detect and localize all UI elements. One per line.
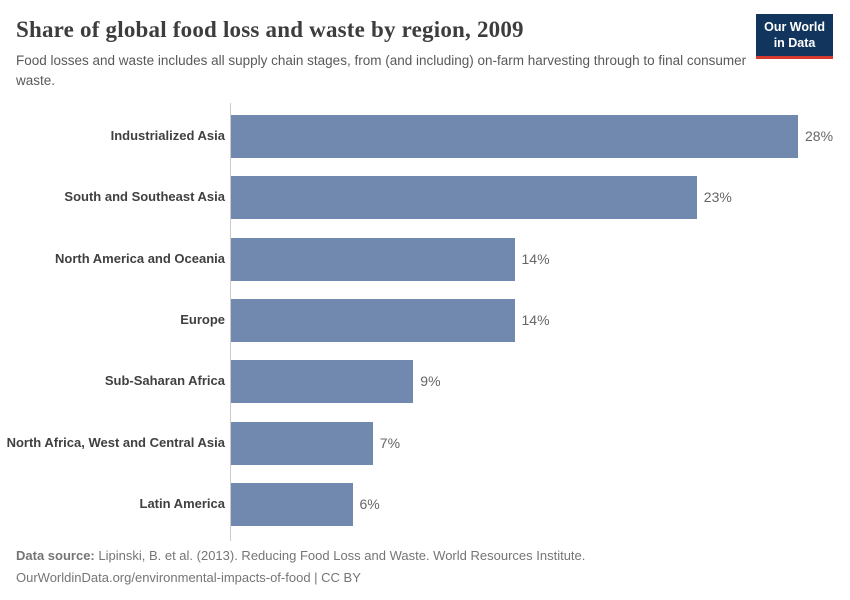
chart-footer: Data source: Lipinski, B. et al. (2013).… [16, 546, 834, 589]
chart-header: Share of global food loss and waste by r… [0, 0, 850, 91]
bar-row: Europe 14% [0, 298, 850, 360]
bar[interactable] [231, 115, 798, 159]
value-label: 7% [379, 434, 401, 451]
y-axis-line [230, 103, 231, 542]
chart-subtitle: Food losses and waste includes all suppl… [16, 52, 747, 88]
bar-chart: Industrialized Asia 28% South and Southeas… [0, 103, 850, 543]
attribution-line: OurWorldinData.org/environmental-impacts… [16, 569, 361, 585]
value-label: 14% [521, 311, 550, 328]
bar-row: Sub-Saharan Africa 9% [0, 360, 850, 421]
bar[interactable] [231, 237, 515, 281]
owid-logo-line1: Our World [764, 20, 825, 34]
category-label: Sub-Saharan Africa [104, 373, 225, 389]
bar-row: South and Southeast Asia 23% [0, 176, 850, 237]
value-label: 28% [805, 128, 834, 145]
data-source-label: Data source: [16, 548, 95, 563]
category-label: North Africa, West and Central Asia [6, 434, 225, 450]
category-label: Industrialized Asia [110, 128, 225, 144]
bar[interactable] [231, 360, 414, 404]
value-label: 23% [703, 189, 732, 206]
value-label: 14% [521, 250, 550, 267]
owid-logo-line2: in Data [773, 36, 816, 51]
bar-rows: Industrialized Asia 28% South and Southeas… [0, 115, 850, 544]
bar-row: Latin America 6% [0, 482, 850, 544]
category-label: South and Southeast Asia [64, 189, 225, 205]
value-label: 6% [359, 495, 380, 512]
chart-title: Share of global food loss and waste by r… [16, 17, 524, 42]
bar[interactable] [231, 482, 353, 526]
bar[interactable] [231, 298, 515, 342]
bar-row: North America and Oceania 14% [0, 237, 850, 299]
bar[interactable] [231, 176, 697, 220]
category-label: Europe [180, 312, 225, 328]
category-label: North America and Oceania [54, 250, 225, 266]
value-label: 9% [420, 373, 441, 390]
category-label: Latin America [139, 495, 226, 511]
data-source-line: Data source: Lipinski, B. et al. (2013).… [16, 546, 834, 567]
data-source-text: Lipinski, B. et al. (2013). Reducing Foo… [94, 548, 586, 563]
bar-row: Industrialized Asia 28% [0, 115, 850, 176]
bar-row: North Africa, West and Central Asia 7% [0, 421, 850, 483]
owid-logo[interactable]: Our World in Data [756, 14, 833, 59]
bar[interactable] [231, 421, 373, 465]
